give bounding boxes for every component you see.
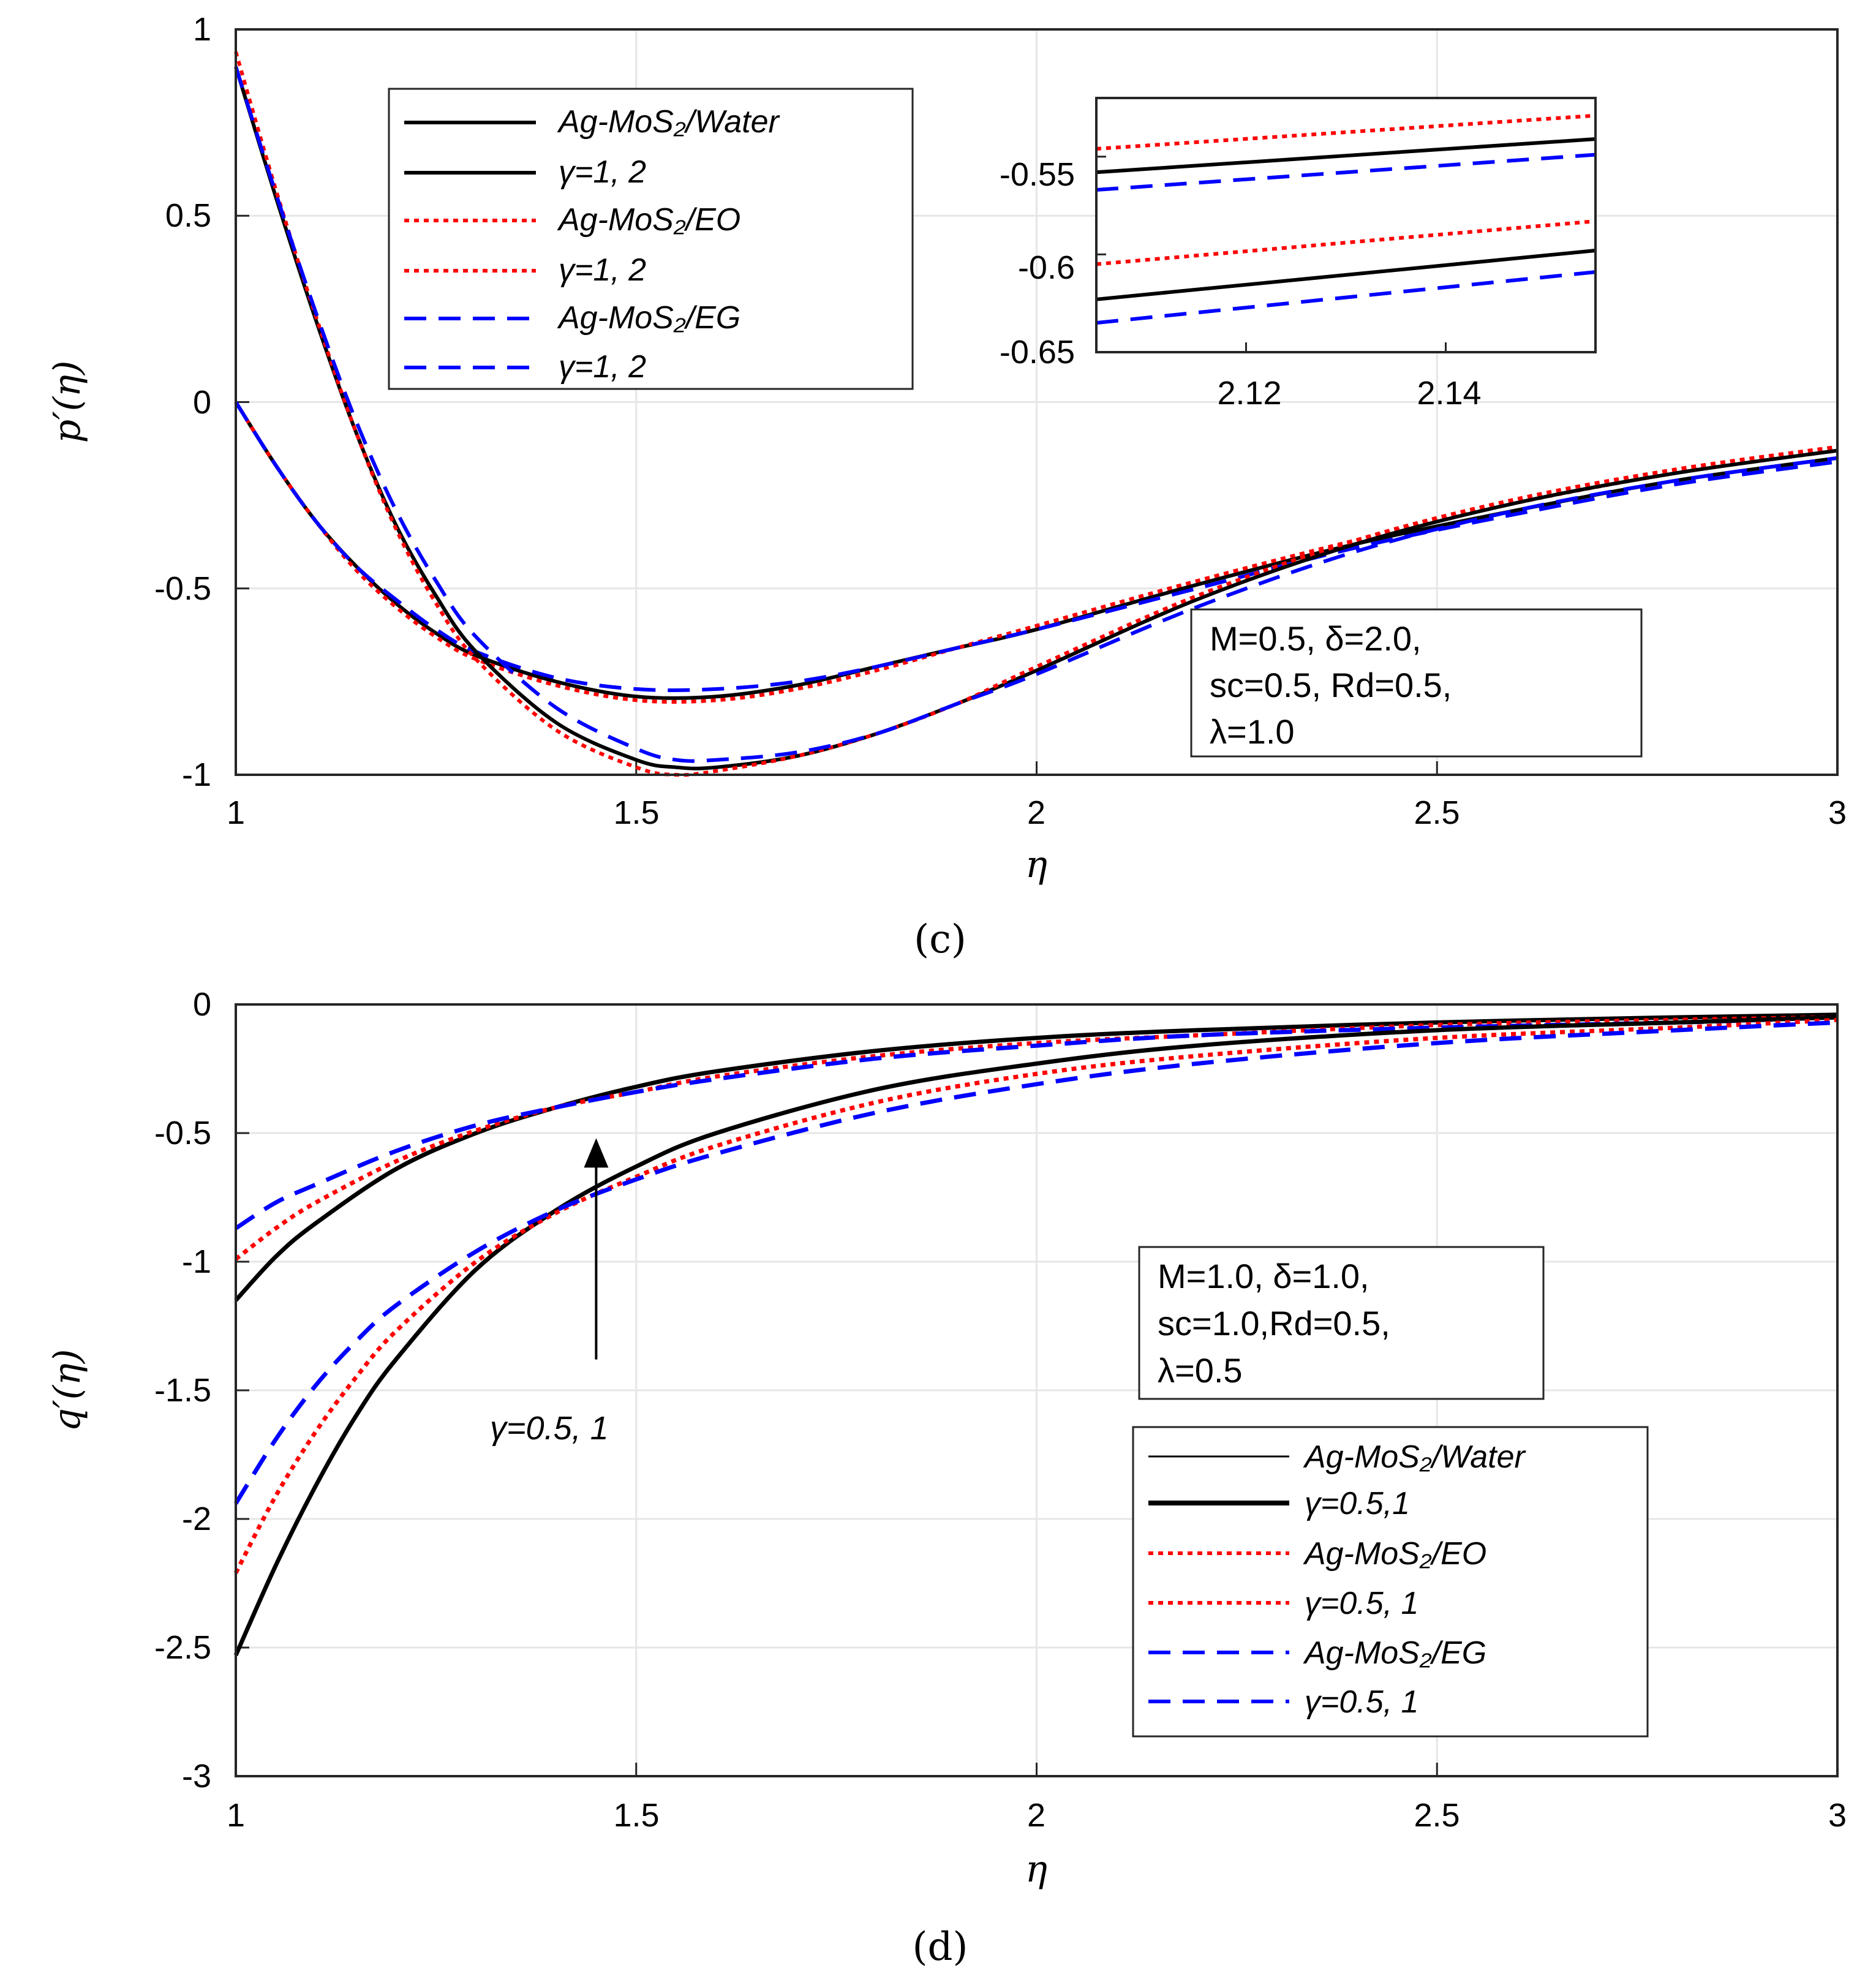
parameter-line: M=0.5, δ=2.0, (1210, 619, 1422, 658)
series-line (234, 51, 1838, 777)
inset-x-tick-label: 2.12 (1217, 375, 1281, 412)
annotation-d: γ=0.5, 1 (490, 1138, 609, 1447)
y-tick-label: -1 (182, 756, 211, 793)
parameter-line: λ=1.0 (1210, 712, 1295, 751)
x-tick-label: 2 (1027, 794, 1045, 831)
parameter-box-d: M=1.0, δ=1.0, sc=1.0,Rd=0.5, λ=0.5 (1138, 1246, 1545, 1400)
legend-entry: Ag-MoS₂/Water (1303, 1439, 1527, 1475)
parameter-line: λ=0.5 (1158, 1351, 1243, 1390)
x-tick-label: 1.5 (613, 1797, 659, 1834)
series-line (234, 66, 1838, 770)
inset-series-line (1096, 137, 1596, 175)
inset-series-line (1096, 249, 1596, 301)
annotation-arrow-head (584, 1138, 609, 1168)
legend-entry: Ag-MoS₂/EO (1303, 1536, 1486, 1572)
series-d (233, 1012, 1838, 1657)
axes-box-d (235, 1003, 1839, 1777)
ticks-d: 1 1.5 2 2.5 3 -3 -2.5 -2 -1.5 -1 -0.5 0 (154, 986, 1847, 1834)
legend-entry: Ag-MoS₂/Water (557, 104, 781, 140)
inset-series-line (1096, 153, 1596, 192)
legend-entry: Ag-MoS₂/EO (557, 202, 740, 238)
legend-entry: Ag-MoS₂/EG (1303, 1635, 1486, 1671)
parameter-line: M=1.0, δ=1.0, (1158, 1257, 1369, 1295)
y-tick-label: 0 (193, 986, 211, 1023)
y-tick-label: -0.5 (154, 1115, 211, 1151)
x-tick-label: 3 (1828, 794, 1847, 831)
legend-entry: γ=0.5,1 (1305, 1486, 1410, 1521)
series-line (234, 401, 1838, 692)
parameter-box-frame (1138, 1246, 1545, 1400)
y-tick-label: -2 (182, 1501, 211, 1537)
y-tick-label: -1.5 (154, 1372, 211, 1409)
legend-entry: Ag-MoS₂/EG (557, 300, 740, 336)
parameter-line: sc=0.5, Rd=0.5, (1210, 666, 1452, 704)
series-line (234, 66, 1838, 763)
parameter-box-c: M=0.5, δ=2.0, sc=0.5, Rd=0.5, λ=1.0 (1190, 608, 1643, 758)
x-tick-label: 1.5 (613, 794, 659, 831)
legend-c: Ag-MoS₂/Water γ=1, 2 Ag-MoS₂/EO γ=1, 2 A… (388, 88, 914, 390)
inset-y-tick-label: -0.6 (1018, 249, 1075, 286)
x-tick-label: 3 (1828, 1797, 1847, 1834)
x-axis-label: η (1025, 843, 1047, 886)
x-tick-label: 1 (227, 794, 245, 831)
inset-x-tick-label: 2.14 (1417, 375, 1481, 412)
panel-d: 1 1.5 2 2.5 3 -3 -2.5 -2 -1.5 -1 -0.5 0 … (46, 986, 1847, 1970)
y-tick-label: 0.5 (165, 197, 211, 234)
legend-entry: γ=1, 2 (559, 154, 646, 190)
x-tick-label: 1 (227, 1797, 245, 1834)
legend-entry: γ=1, 2 (559, 349, 646, 385)
series-line (234, 1012, 1838, 1302)
x-axis-label: η (1025, 1848, 1047, 1891)
legend-entry: γ=0.5, 1 (1305, 1586, 1418, 1621)
inset-y-tick-label: -0.55 (1000, 156, 1075, 193)
y-tick-label: -3 (182, 1758, 211, 1795)
panel-c: 1 1.5 2 2.5 3 -1 -0.5 0 0.5 1 η p′(η) Ag… (46, 11, 1847, 962)
parameter-line: sc=1.0,Rd=0.5, (1158, 1304, 1390, 1343)
inset-box (1095, 97, 1597, 353)
parameter-box-frame (1190, 608, 1643, 758)
series-line (233, 1015, 1838, 1657)
panel-caption-c: (c) (914, 917, 966, 962)
x-tick-label: 2 (1027, 1797, 1045, 1834)
series-line (234, 1015, 1838, 1261)
x-tick-label: 2.5 (1414, 794, 1460, 831)
ticks-c: 1 1.5 2 2.5 3 -1 -0.5 0 0.5 1 (154, 11, 1847, 831)
series-c (234, 51, 1838, 777)
y-tick-label: 1 (193, 11, 211, 48)
legend-box-c (388, 88, 914, 390)
inset-series-line (1096, 219, 1596, 266)
axes-box-c (235, 28, 1839, 776)
inset-c: 2.12 2.14 -0.55 -0.6 -0.65 (1000, 97, 1597, 412)
y-tick-label: -1 (182, 1243, 211, 1280)
y-axis-label: q′(η) (46, 1349, 89, 1432)
inset-plot-area (1096, 98, 1595, 352)
legend-entry: γ=1, 2 (559, 252, 646, 288)
legend-entry: γ=0.5, 1 (1305, 1684, 1418, 1720)
y-tick-label: -0.5 (154, 570, 211, 607)
inset-series-line (1096, 270, 1596, 325)
y-tick-label: 0 (193, 384, 211, 421)
y-tick-label: -2.5 (154, 1629, 211, 1666)
legend-d: Ag-MoS₂/Water γ=0.5,1 Ag-MoS₂/EO γ=0.5, … (1132, 1426, 1649, 1738)
x-tick-label: 2.5 (1414, 1797, 1460, 1834)
legend-box-d (1132, 1426, 1649, 1738)
inset-y-tick-label: -0.65 (1000, 334, 1075, 371)
annotation-label: γ=0.5, 1 (490, 1410, 609, 1447)
y-axis-label: p′(η) (46, 361, 89, 443)
inset-series-line (1096, 113, 1596, 151)
panel-caption-d: (d) (913, 1924, 968, 1970)
